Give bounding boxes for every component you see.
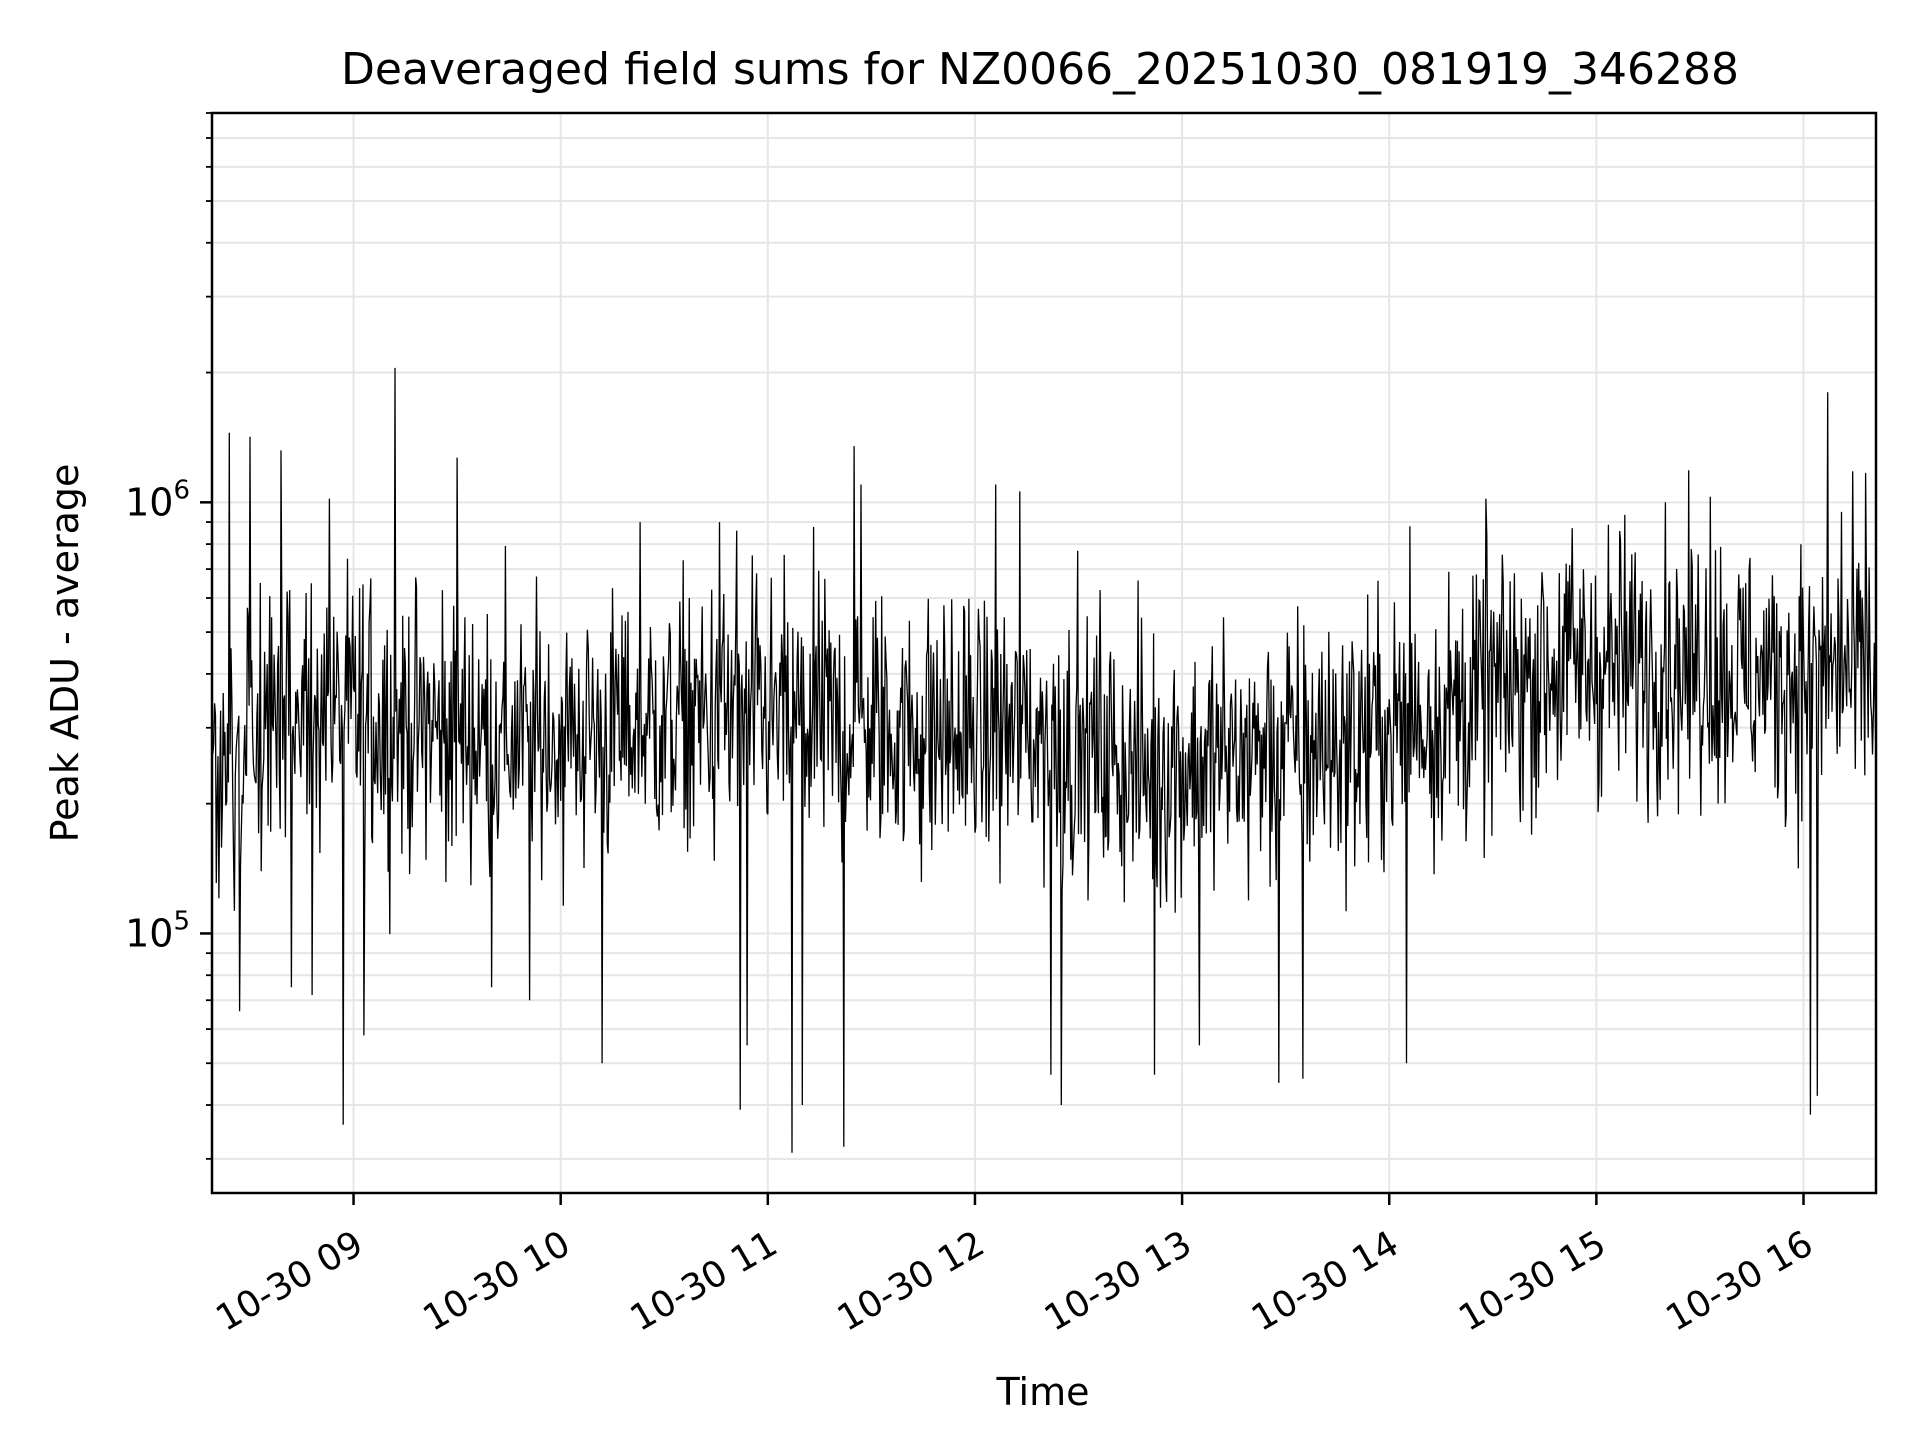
- chart-title: Deaveraged field sums for NZ0066_2025103…: [341, 44, 1739, 95]
- x-axis-label: Time: [996, 1370, 1090, 1414]
- y-axis-label: Peak ADU - average: [43, 464, 87, 843]
- y-tick-label: 105: [125, 906, 190, 955]
- plot-frame: [210, 111, 1878, 1195]
- series-line: [211, 367, 1877, 1153]
- y-tick-label: 106: [125, 475, 190, 524]
- grid-lines: [212, 112, 1876, 1193]
- y-axis: 105 106: [125, 112, 212, 1160]
